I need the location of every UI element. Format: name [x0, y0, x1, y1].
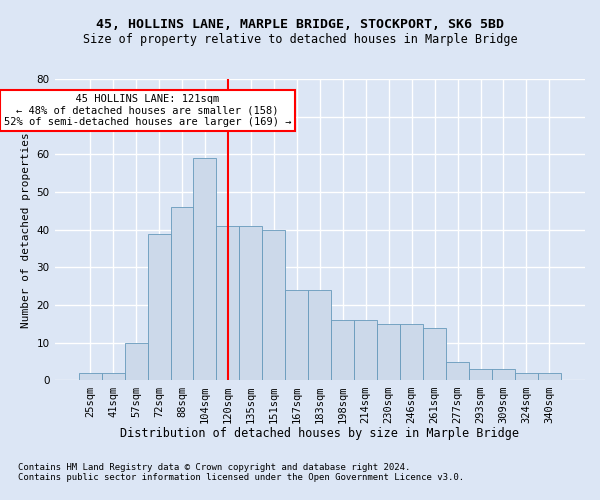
Bar	[239, 226, 262, 380]
Bar	[400, 324, 423, 380]
Bar	[286, 290, 308, 380]
Bar	[101, 373, 125, 380]
Bar	[217, 226, 239, 380]
Text: Contains public sector information licensed under the Open Government Licence v3: Contains public sector information licen…	[18, 474, 464, 482]
Bar	[170, 207, 193, 380]
Bar	[79, 373, 101, 380]
Bar	[331, 320, 354, 380]
Text: 45 HOLLINS LANE: 121sqm  
← 48% of detached houses are smaller (158)
52% of semi: 45 HOLLINS LANE: 121sqm ← 48% of detache…	[4, 94, 291, 128]
Bar	[492, 369, 515, 380]
Text: Contains HM Land Registry data © Crown copyright and database right 2024.: Contains HM Land Registry data © Crown c…	[18, 464, 410, 472]
Bar	[148, 234, 170, 380]
Bar	[469, 369, 492, 380]
Bar	[262, 230, 286, 380]
Bar	[308, 290, 331, 380]
X-axis label: Distribution of detached houses by size in Marple Bridge: Distribution of detached houses by size …	[120, 427, 519, 440]
Bar	[515, 373, 538, 380]
Bar	[377, 324, 400, 380]
Text: 45, HOLLINS LANE, MARPLE BRIDGE, STOCKPORT, SK6 5BD: 45, HOLLINS LANE, MARPLE BRIDGE, STOCKPO…	[96, 18, 504, 30]
Text: Size of property relative to detached houses in Marple Bridge: Size of property relative to detached ho…	[83, 32, 517, 46]
Bar	[446, 362, 469, 380]
Bar	[354, 320, 377, 380]
Bar	[125, 343, 148, 380]
Bar	[423, 328, 446, 380]
Bar	[193, 158, 217, 380]
Bar	[538, 373, 561, 380]
Y-axis label: Number of detached properties: Number of detached properties	[21, 132, 31, 328]
